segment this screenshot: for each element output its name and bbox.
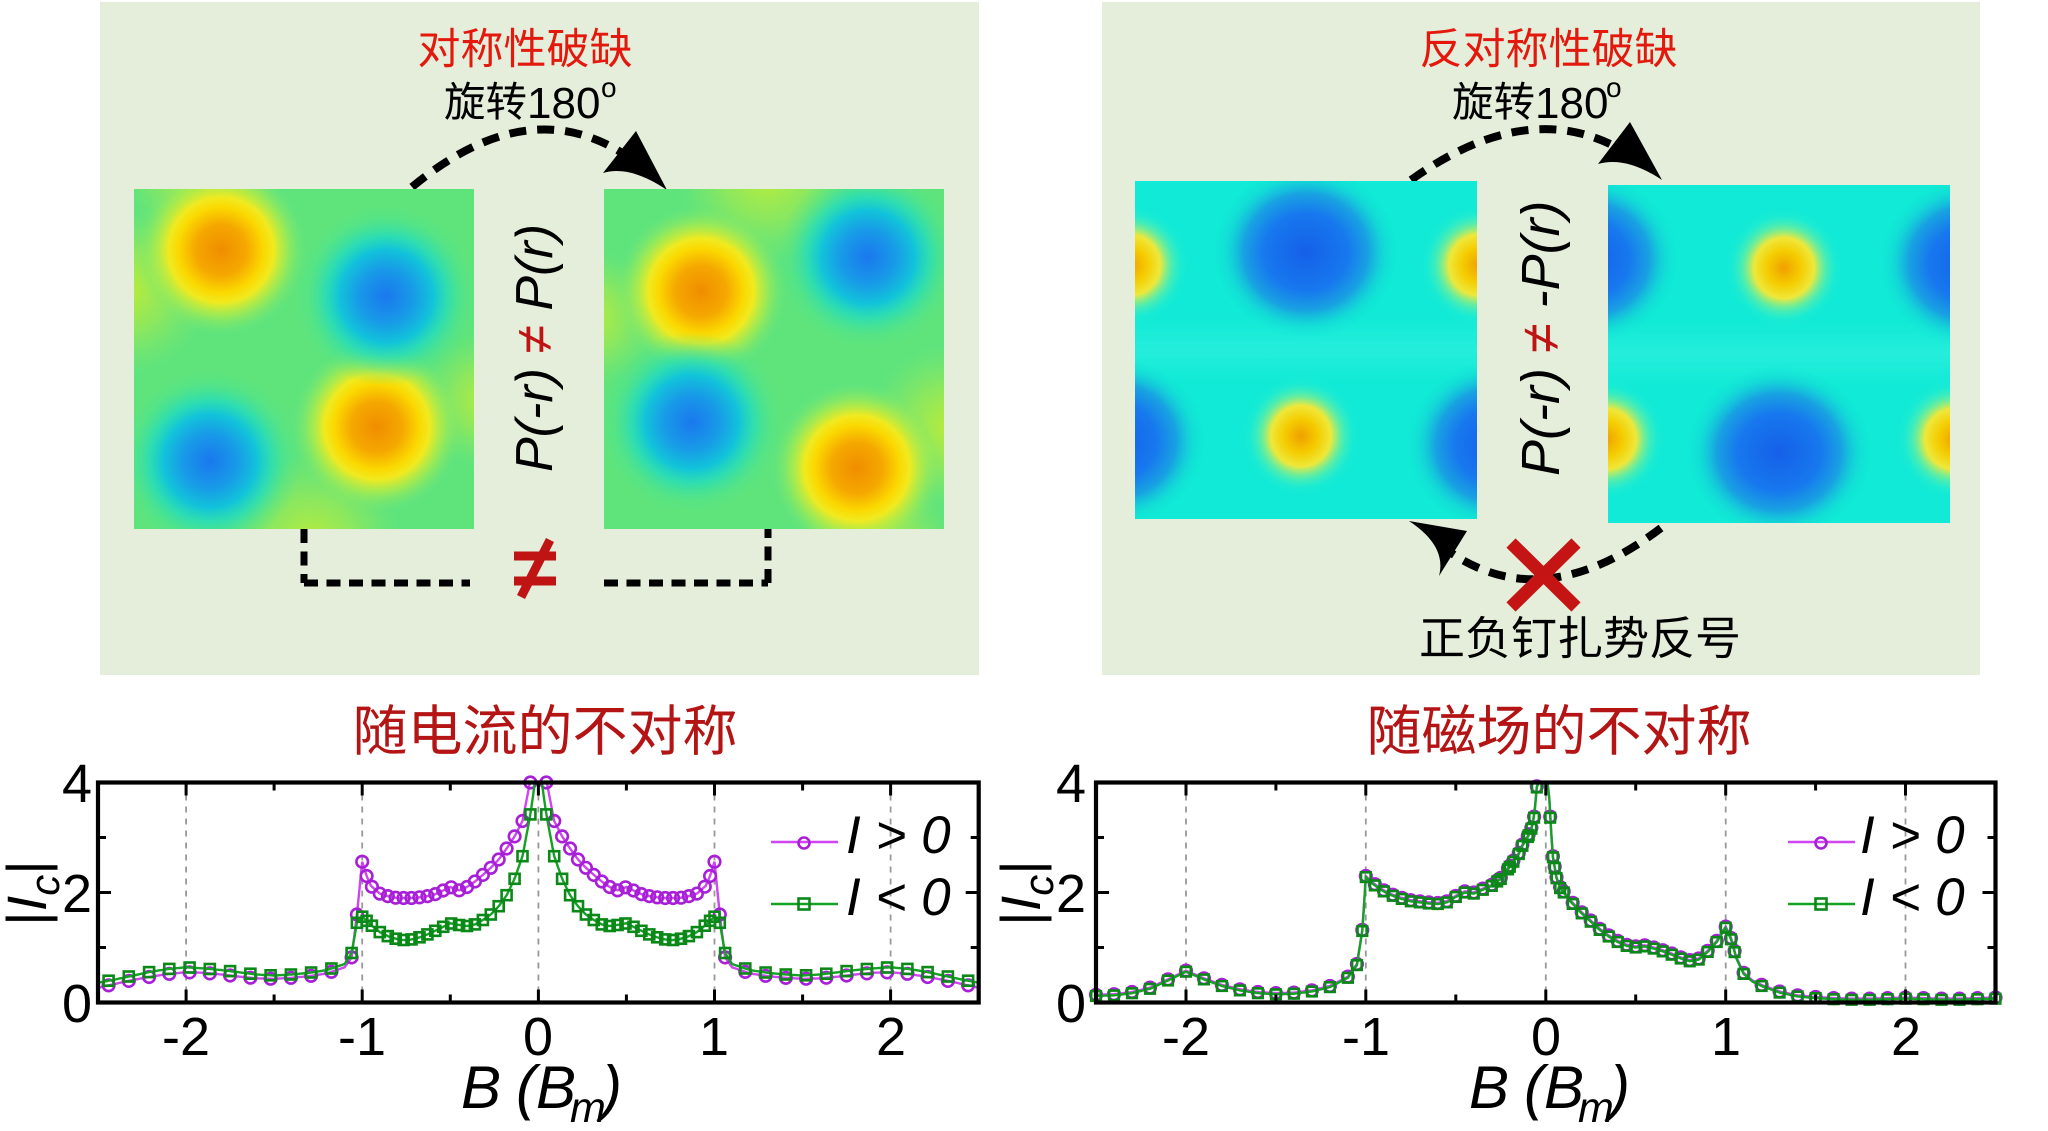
svg-text:B: B [1469,1054,1509,1121]
svg-text:1: 1 [1711,1007,1741,1067]
svg-text:|Ic|: |Ic| [989,860,1062,926]
svg-text:-2: -2 [1162,1007,1210,1067]
svg-text:4: 4 [1056,754,1086,814]
svg-text:(B: (B [1524,1054,1584,1121]
svg-text:m: m [570,1084,606,1131]
svg-text:-1: -1 [1342,1007,1390,1067]
svg-text:o: o [1606,72,1622,103]
svg-text:(B: (B [516,1054,576,1121]
svg-text:m: m [1578,1084,1614,1131]
svg-text:180: 180 [1535,79,1608,128]
svg-text:o: o [601,72,617,103]
svg-text:2: 2 [62,864,92,924]
svg-text:-2: -2 [162,1007,210,1067]
svg-text:4: 4 [62,754,92,814]
svg-text:0: 0 [1531,1007,1561,1067]
svg-text:B: B [461,1054,501,1121]
svg-text:I > 0: I > 0 [1860,806,1965,865]
svg-text:I > 0: I > 0 [846,806,951,865]
svg-text:2: 2 [876,1007,906,1067]
svg-text:0: 0 [1056,974,1086,1034]
svg-text:0: 0 [62,974,92,1034]
svg-text:2: 2 [1891,1007,1921,1067]
svg-text:P(-r) ≠ P(r): P(-r) ≠ P(r) [506,224,564,472]
svg-text:I < 0: I < 0 [846,868,951,927]
svg-text:I < 0: I < 0 [1860,868,1965,927]
svg-text:0: 0 [523,1007,553,1067]
svg-text:|Ic|: |Ic| [0,860,68,926]
svg-text:180: 180 [527,79,600,128]
svg-text:2: 2 [1056,864,1086,924]
svg-text:-1: -1 [338,1007,386,1067]
svg-text:1: 1 [699,1007,729,1067]
svg-text:P(-r) ≠ -P(r): P(-r) ≠ -P(r) [1511,200,1571,476]
